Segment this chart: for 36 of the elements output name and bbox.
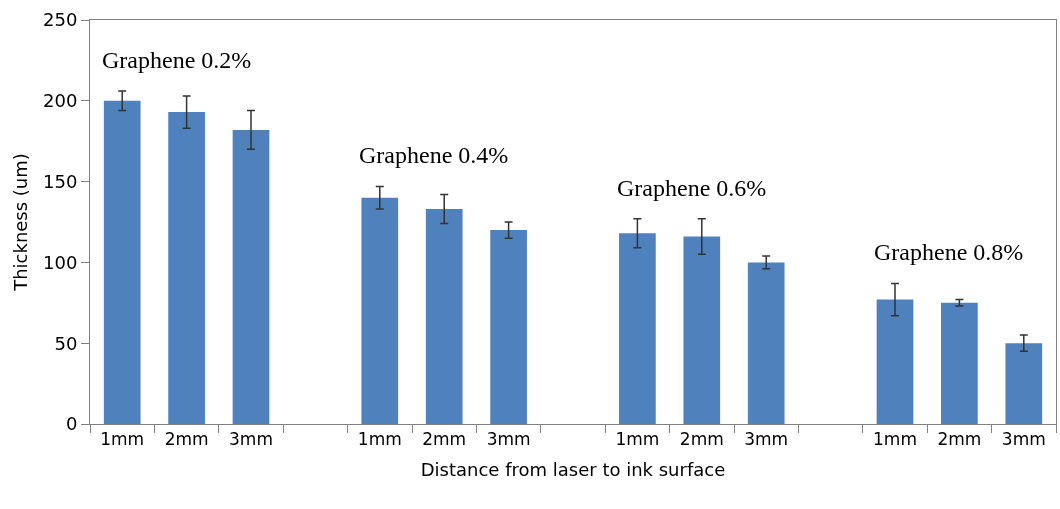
x-tick-label: 1mm	[100, 429, 145, 450]
x-tick-label: 1mm	[615, 429, 660, 450]
bar	[490, 230, 527, 424]
x-tick-label: 2mm	[679, 429, 724, 450]
bar	[361, 197, 399, 424]
x-tick-label: 3mm	[744, 429, 789, 450]
x-tick-label: 3mm	[486, 429, 531, 450]
x-tick-label: 2mm	[422, 429, 467, 450]
x-tick-label: 3mm	[1001, 429, 1046, 450]
y-tick-label: 0	[65, 413, 78, 435]
bar	[747, 262, 785, 424]
y-tick-label: 200	[43, 90, 78, 112]
annotation: Graphene 0.8%	[874, 239, 1024, 265]
x-axis-title: Distance from laser to ink surface	[420, 458, 726, 480]
x-tick-label: 1mm	[357, 429, 402, 450]
x-tick-label: 3mm	[229, 429, 273, 450]
bar	[941, 302, 978, 424]
annotation: Graphene 0.4%	[359, 142, 509, 168]
x-tick-label: 2mm	[937, 429, 982, 450]
y-tick-label: 100	[43, 251, 78, 273]
bar	[876, 299, 914, 424]
bar	[683, 236, 721, 424]
bar	[425, 209, 463, 424]
x-tick-label: 2mm	[164, 429, 209, 450]
bar	[103, 100, 141, 424]
bar	[168, 112, 205, 424]
y-tick-label: 150	[43, 170, 78, 192]
annotation: Graphene 0.2%	[102, 47, 252, 73]
x-tick-label: 1mm	[873, 429, 917, 450]
bar	[232, 129, 270, 424]
y-axis-title: Thickness (um)	[10, 153, 32, 292]
bar	[619, 233, 656, 424]
y-tick-label: 250	[43, 9, 78, 31]
bar	[1005, 343, 1043, 424]
y-tick-label: 50	[54, 332, 78, 354]
annotation: Graphene 0.6%	[617, 175, 767, 201]
